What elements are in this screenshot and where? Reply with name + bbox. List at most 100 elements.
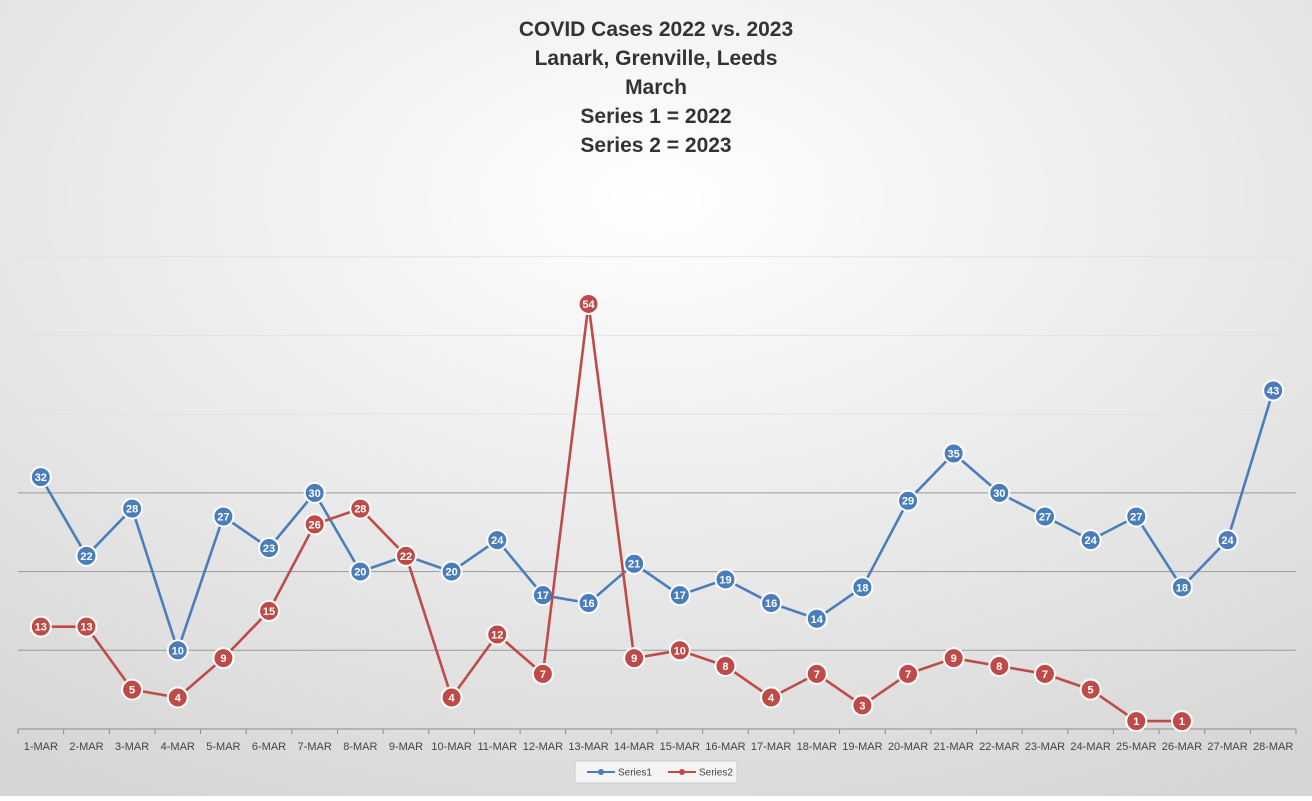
series-1-point [75, 544, 98, 567]
series-1-point [1262, 379, 1285, 402]
chart-title: COVID Cases 2022 vs. 2023 Lanark, Grenvi… [519, 18, 793, 157]
title-line-3: March [625, 76, 687, 99]
series-1-point [668, 584, 691, 607]
series-1-point [942, 442, 965, 465]
series-2-point [29, 615, 52, 638]
series-1-data-label: 14 [811, 614, 824, 626]
series-2-point [166, 686, 189, 709]
x-tick-label: 14-MAR [614, 741, 654, 753]
series-2-data-label: 4 [449, 693, 456, 705]
series-1-data-label: 23 [263, 543, 275, 555]
title-line-1: COVID Cases 2022 vs. 2023 [519, 18, 793, 41]
legend-box [574, 760, 738, 784]
series-1-point [440, 560, 463, 583]
series-2-data-label: 12 [491, 630, 503, 642]
series-2-point [942, 647, 965, 670]
series-2-data-label: 4 [768, 693, 775, 705]
series-1-point [1125, 505, 1148, 528]
series-1-data-label: 30 [993, 488, 1005, 500]
series-1-data-label: 10 [172, 645, 184, 657]
legend-swatch-marker-1 [598, 769, 604, 775]
series-1-data-label: 18 [1176, 582, 1188, 594]
x-tick-label: 12-MAR [523, 741, 563, 753]
series-1-point [1216, 529, 1239, 552]
series-2-data-label: 13 [80, 622, 92, 634]
series-1-data-label: 19 [719, 574, 731, 586]
series-2-data-label: 1 [1133, 716, 1139, 728]
x-tick-label: 13-MAR [568, 741, 608, 753]
series-1-point [897, 489, 920, 512]
series-2-data-label: 7 [540, 669, 546, 681]
legend-label-1: Series1 [618, 768, 652, 779]
series-1-data-label: 32 [35, 472, 47, 484]
series-1-point [29, 466, 52, 489]
series-2-data-label: 9 [951, 653, 957, 665]
series-2-data-label: 54 [582, 299, 595, 311]
x-tick-label: 10-MAR [431, 741, 471, 753]
series-2-point [486, 623, 509, 646]
series-1-point [805, 607, 828, 630]
series-2-point [577, 292, 600, 315]
series-2-point [1170, 710, 1193, 733]
series-2-data-label: 7 [814, 669, 820, 681]
x-tick-label: 28-MAR [1253, 741, 1293, 753]
x-tick-label: 11-MAR [477, 741, 517, 753]
x-tick-label: 4-MAR [161, 741, 195, 753]
x-tick-label: 9-MAR [389, 741, 423, 753]
x-tick-label: 22-MAR [979, 741, 1019, 753]
series-1-point [303, 481, 326, 504]
series-2-point [212, 647, 235, 670]
series-1-point [121, 497, 144, 520]
series-2-data-label: 4 [175, 693, 182, 705]
series-2-point [121, 678, 144, 701]
series-2-data-label: 10 [674, 645, 686, 657]
series-1-line [39, 390, 1275, 652]
series-1-data-label: 16 [765, 598, 777, 610]
series-2-point [1125, 710, 1148, 733]
series-2-data-label: 13 [35, 622, 47, 634]
series-2-data-label: 26 [309, 519, 321, 531]
series-2-point [258, 599, 281, 622]
series-1-point [714, 568, 737, 591]
x-tick-label: 20-MAR [888, 741, 928, 753]
series-2-point [760, 686, 783, 709]
series-2-point [1079, 678, 1102, 701]
x-tick-label: 26-MAR [1162, 741, 1202, 753]
series-1-data-label: 24 [491, 535, 504, 547]
series-1-point [258, 536, 281, 559]
series-2-data-label: 8 [722, 661, 728, 673]
series-2-data-label: 22 [400, 551, 412, 563]
series-1-data-label: 43 [1267, 386, 1279, 398]
series-2-point [303, 513, 326, 536]
series-2-data-label: 5 [129, 685, 135, 697]
title-line-2: Lanark, Grenville, Leeds [535, 47, 778, 70]
series-1-data-label: 30 [309, 488, 321, 500]
series-2-point [531, 662, 554, 685]
x-tick-label: 3-MAR [115, 741, 149, 753]
x-tick-label: 7-MAR [298, 741, 332, 753]
series-2-data-label: 7 [905, 669, 911, 681]
series-1-point [486, 529, 509, 552]
series-2-data-label: 7 [1042, 669, 1048, 681]
series-1-data-label: 28 [126, 504, 138, 516]
series-1-data-label: 16 [582, 598, 594, 610]
series-1-data-label: 27 [217, 511, 229, 523]
x-tick-label: 19-MAR [842, 741, 882, 753]
series-2-point [349, 497, 372, 520]
x-tick-label: 5-MAR [206, 741, 240, 753]
series-1-point [166, 639, 189, 662]
series-1-data-label: 18 [856, 582, 868, 594]
x-tick-label: 21-MAR [934, 741, 974, 753]
series-2-point [1033, 662, 1056, 685]
series-2-point [988, 655, 1011, 678]
series-1-point [212, 505, 235, 528]
series-1-data-label: 35 [948, 449, 960, 461]
x-tick-label: 18-MAR [797, 741, 837, 753]
series-1-data-label: 22 [80, 551, 92, 563]
series-1-data-label: 17 [537, 590, 549, 602]
series-1-point [1079, 529, 1102, 552]
series-2-data-label: 8 [996, 661, 1002, 673]
